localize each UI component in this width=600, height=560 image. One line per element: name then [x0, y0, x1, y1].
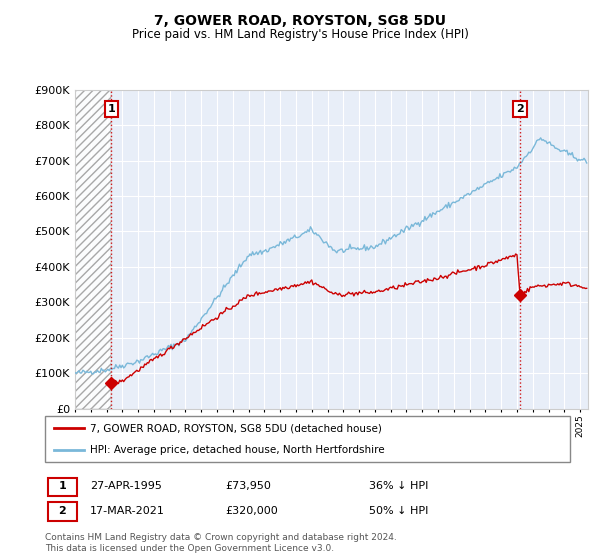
Text: HPI: Average price, detached house, North Hertfordshire: HPI: Average price, detached house, Nort… [90, 445, 385, 455]
Text: 1: 1 [107, 104, 115, 114]
Text: 2: 2 [516, 104, 524, 114]
Text: 36% ↓ HPI: 36% ↓ HPI [369, 481, 428, 491]
Text: Contains HM Land Registry data © Crown copyright and database right 2024.
This d: Contains HM Land Registry data © Crown c… [45, 534, 397, 553]
Text: £73,950: £73,950 [225, 481, 271, 491]
Text: 2: 2 [59, 506, 66, 516]
Bar [75, 90, 112, 409]
Text: 27-APR-1995: 27-APR-1995 [90, 481, 162, 491]
Text: Price paid vs. HM Land Registry's House Price Index (HPI): Price paid vs. HM Land Registry's House … [131, 28, 469, 41]
Text: £320,000: £320,000 [225, 506, 278, 516]
Text: 1: 1 [59, 481, 66, 491]
Text: 7, GOWER ROAD, ROYSTON, SG8 5DU (detached house): 7, GOWER ROAD, ROYSTON, SG8 5DU (detache… [90, 423, 382, 433]
Text: 17-MAR-2021: 17-MAR-2021 [90, 506, 165, 516]
Text: 50% ↓ HPI: 50% ↓ HPI [369, 506, 428, 516]
Text: 7, GOWER ROAD, ROYSTON, SG8 5DU: 7, GOWER ROAD, ROYSTON, SG8 5DU [154, 14, 446, 28]
